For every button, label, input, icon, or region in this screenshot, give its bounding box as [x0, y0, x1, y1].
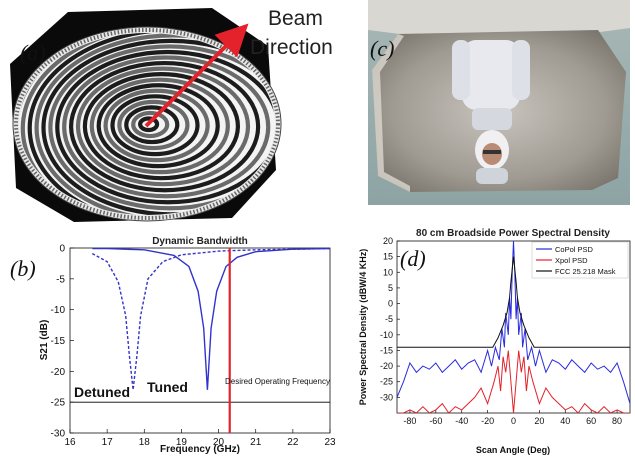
y-tick-label: -20	[51, 367, 66, 378]
chart-d-x-label: Scan Angle (Deg)	[476, 445, 550, 455]
y-tick-label: 5	[388, 283, 393, 293]
panel-c: (c)	[368, 0, 630, 205]
chart-d-x-ticks: -80 -60 -40 -20 0 20 40 60 80	[403, 410, 622, 426]
chart-d-plot-area	[397, 241, 630, 413]
y-tick-label: -10	[380, 330, 393, 340]
x-tick-label: -40	[455, 416, 468, 426]
phase-ring	[20, 33, 275, 215]
annotation-detuned: Detuned	[74, 384, 130, 400]
phase-ring	[117, 99, 190, 151]
antenna-rim-dots	[14, 28, 280, 220]
series-line-detuned	[91, 248, 330, 390]
chart-d-legend: CoPol PSD Xpol PSD FCC 25.218 Mask	[531, 241, 629, 279]
x-tick-label: 20	[534, 416, 544, 426]
beam-label-line2: Direction	[250, 36, 333, 59]
y-tick-label: -15	[51, 336, 66, 347]
panel-label-d: (d)	[400, 246, 426, 271]
phase-ring	[69, 60, 261, 193]
chart-b-y-label: S21 (dB)	[39, 320, 50, 361]
series-line-copol-psd	[397, 241, 630, 404]
y-tick-label: 10	[383, 267, 393, 277]
x-tick-label: 21	[250, 437, 262, 448]
series-line-fcc-25-218-mask	[397, 256, 630, 348]
y-tick-label: 15	[383, 252, 393, 262]
x-tick-label: -80	[403, 416, 416, 426]
x-tick-label: 23	[324, 437, 336, 448]
mirror-edge-light	[372, 34, 410, 192]
y-tick-label: -30	[51, 429, 66, 440]
x-tick-label: 16	[64, 437, 76, 448]
chamber-ceiling	[368, 0, 630, 34]
panel-label-b: (b)	[10, 256, 36, 281]
x-tick-label: 40	[560, 416, 570, 426]
chart-b-title: Dynamic Bandwidth	[152, 236, 248, 247]
y-tick-label: 0	[59, 244, 65, 255]
beam-arrow	[144, 23, 249, 128]
phase-ring	[62, 55, 271, 199]
x-tick-label: 0	[511, 416, 516, 426]
x-tick-label: 18	[139, 437, 151, 448]
y-tick-label: -30	[380, 392, 393, 402]
phase-ring	[131, 110, 170, 139]
x-tick-label: 19	[176, 437, 188, 448]
series-line-xpol-psd	[397, 350, 630, 413]
phase-ring	[75, 66, 251, 187]
chart-d: 80 cm Broadside Power Spectral Density 2…	[358, 228, 631, 455]
phase-ring	[34, 33, 275, 215]
legend-label-mask: FCC 25.218 Mask	[555, 267, 616, 276]
y-tick-label: -25	[380, 377, 393, 387]
legend-label-copol: CoPol PSD	[555, 245, 594, 254]
phase-ring	[55, 49, 275, 205]
phase-ring	[48, 44, 275, 211]
phase-ring	[89, 77, 230, 175]
y-tick-label: -10	[51, 305, 66, 316]
x-tick-label: -60	[429, 416, 442, 426]
chart-b-plot-area	[70, 248, 330, 433]
chart-d-title: 80 cm Broadside Power Spectral Density	[416, 228, 610, 239]
chart-b-frame	[69, 247, 331, 434]
y-tick-label: -5	[56, 274, 65, 285]
phase-rings	[19, 33, 275, 215]
x-tick-label: 20	[213, 437, 225, 448]
chart-d-y-ticks: 20 15 10 5 0 -5 -10 -15 -20 -25 -30	[380, 236, 400, 402]
y-tick-label: -25	[51, 398, 66, 409]
y-tick-label: -20	[380, 361, 393, 371]
chart-b-x-label: Frequency (GHz)	[160, 444, 240, 455]
phase-ring	[27, 33, 275, 215]
phase-ring	[96, 83, 220, 169]
legend-label-xpol: Xpol PSD	[555, 256, 588, 265]
y-tick-label: -15	[380, 345, 393, 355]
desired-frequency-label: Desired Operating Frequency	[225, 377, 330, 386]
y-tick-label: -5	[385, 314, 393, 324]
panel-label-c: (c)	[370, 36, 394, 61]
panel-label-a: (a)	[20, 40, 46, 65]
y-tick-label: 20	[383, 236, 393, 246]
x-tick-label: 60	[586, 416, 596, 426]
y-tick-label: 0	[388, 299, 393, 309]
person-reflection	[452, 40, 530, 184]
annotation-tuned: Tuned	[147, 379, 188, 395]
x-tick-label: 22	[287, 437, 299, 448]
phase-ring	[82, 72, 240, 181]
phase-ring	[103, 88, 210, 163]
series-line-tuned	[92, 248, 330, 390]
chart-b: Dynamic Bandwidth 0-5-10-15-20-25-30 16 1…	[10, 236, 336, 455]
phase-ring	[110, 94, 200, 157]
phase-ring	[138, 116, 160, 133]
chart-d-y-label: Power Spectral Density (dBW/4 KHz)	[358, 249, 368, 406]
beam-label-line1: Beam	[268, 7, 323, 30]
panel-a: (a)	[10, 8, 282, 222]
chart-b-x-ticks: 16 17 18 19 20 21 22 23	[64, 429, 336, 448]
x-tick-label: 80	[612, 416, 622, 426]
x-tick-label: 17	[102, 437, 114, 448]
x-tick-label: -20	[481, 416, 494, 426]
phase-ring	[124, 105, 180, 145]
